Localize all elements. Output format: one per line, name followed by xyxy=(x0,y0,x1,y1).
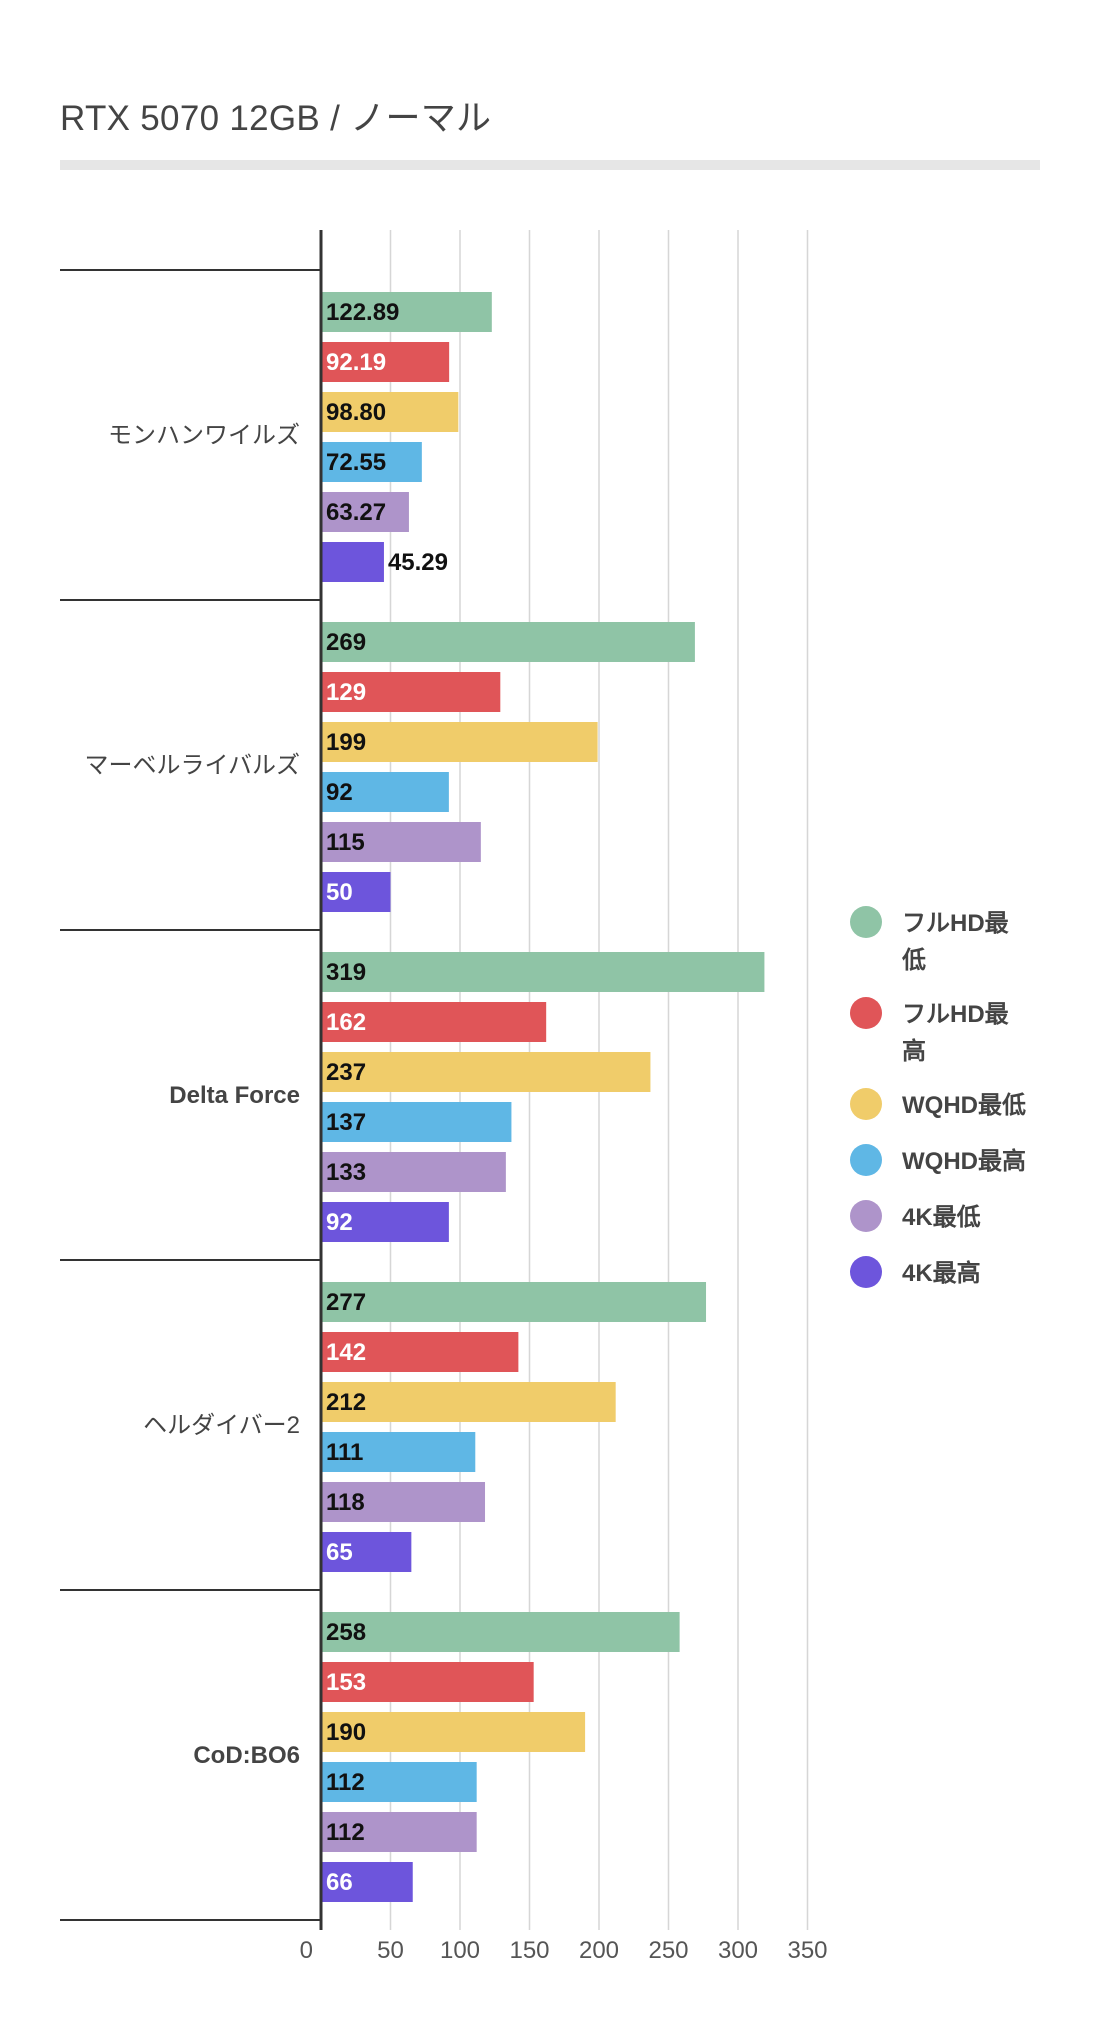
data-label: 190 xyxy=(326,1719,366,1746)
x-tick-label: 0 xyxy=(300,1937,313,1964)
category-label: マーベルライバルズ xyxy=(84,752,300,779)
bar xyxy=(321,722,598,762)
legend-label: フルHD最低 xyxy=(901,910,1010,974)
x-tick-label: 50 xyxy=(377,1937,404,1964)
data-label: 277 xyxy=(326,1289,366,1316)
bar xyxy=(321,772,449,812)
legend-swatch xyxy=(850,1256,882,1288)
bar xyxy=(321,1712,586,1752)
bar xyxy=(321,292,492,332)
bar xyxy=(321,492,409,532)
data-label: 92 xyxy=(326,1209,353,1236)
bar xyxy=(321,622,695,662)
data-label: 133 xyxy=(326,1159,366,1186)
category-label: Delta Force xyxy=(169,1082,300,1109)
bar xyxy=(321,1762,477,1802)
bar xyxy=(321,1432,476,1472)
bar xyxy=(321,1102,512,1142)
data-label: 319 xyxy=(326,959,366,986)
data-label: 122.89 xyxy=(326,299,399,326)
data-label: 162 xyxy=(326,1009,366,1036)
category-label: CoD:BO6 xyxy=(193,1742,300,1769)
bar xyxy=(321,1662,534,1702)
data-label: 63.27 xyxy=(326,499,386,526)
data-label: 137 xyxy=(326,1109,366,1136)
bar xyxy=(321,672,501,712)
category-label: ヘルダイバー2 xyxy=(143,1412,300,1439)
data-label: 118 xyxy=(326,1489,365,1516)
bar xyxy=(321,952,765,992)
legend-swatch xyxy=(850,1144,882,1176)
title-divider xyxy=(60,160,1040,170)
bar xyxy=(321,1532,412,1572)
data-label: 92.19 xyxy=(326,349,386,376)
bar xyxy=(321,1862,413,1902)
bar xyxy=(321,342,450,382)
bar xyxy=(321,1282,707,1322)
data-label: 237 xyxy=(326,1059,366,1086)
bar xyxy=(321,872,391,912)
legend-swatch xyxy=(850,997,882,1029)
legend-label: WQHD最高 xyxy=(902,1147,1026,1175)
legend-swatch xyxy=(850,1200,882,1232)
x-tick-label: 250 xyxy=(648,1937,688,1964)
data-label: 50 xyxy=(326,879,353,906)
data-label: 129 xyxy=(326,679,366,706)
data-label: 45.29 xyxy=(388,549,448,576)
chart-title: RTX 5070 12GB / ノーマル xyxy=(60,99,492,138)
bar xyxy=(321,542,384,582)
x-tick-label: 150 xyxy=(509,1937,549,1964)
bar xyxy=(321,1332,519,1372)
bar xyxy=(321,392,459,432)
bar xyxy=(321,1382,616,1422)
bar xyxy=(321,1812,477,1852)
data-label: 112 xyxy=(326,1819,365,1846)
data-label: 98.80 xyxy=(326,399,386,426)
x-tick-label: 350 xyxy=(787,1937,827,1964)
data-label: 258 xyxy=(326,1619,366,1646)
bar xyxy=(321,1482,486,1522)
data-label: 111 xyxy=(326,1439,363,1466)
data-label: 115 xyxy=(326,829,365,856)
bar xyxy=(321,442,422,482)
data-label: 66 xyxy=(326,1869,353,1896)
data-label: 212 xyxy=(326,1389,366,1416)
legend-swatch xyxy=(850,906,882,938)
data-label: 199 xyxy=(326,729,366,756)
bar xyxy=(321,1202,449,1242)
data-label: 65 xyxy=(326,1539,353,1566)
x-tick-label: 100 xyxy=(440,1937,480,1964)
data-label: 269 xyxy=(326,629,366,656)
bar xyxy=(321,822,481,862)
data-label: 153 xyxy=(326,1669,366,1696)
data-label: 92 xyxy=(326,779,353,806)
category-label: モンハンワイルズ xyxy=(108,422,300,449)
legend-label: 4K最高 xyxy=(902,1259,981,1287)
legend-label: 4K最低 xyxy=(902,1204,981,1231)
legend-label: WQHD最低 xyxy=(902,1092,1026,1119)
legend-label: フルHD最高 xyxy=(902,1001,1010,1065)
data-label: 72.55 xyxy=(326,449,386,476)
x-tick-label: 200 xyxy=(579,1937,619,1964)
x-tick-label: 300 xyxy=(718,1937,758,1964)
legend-swatch xyxy=(850,1088,882,1120)
bar xyxy=(321,1152,506,1192)
bar xyxy=(321,1052,651,1092)
data-label: 142 xyxy=(326,1339,366,1366)
bar xyxy=(321,1612,680,1652)
bar xyxy=(321,1002,547,1042)
data-label: 112 xyxy=(326,1769,365,1796)
